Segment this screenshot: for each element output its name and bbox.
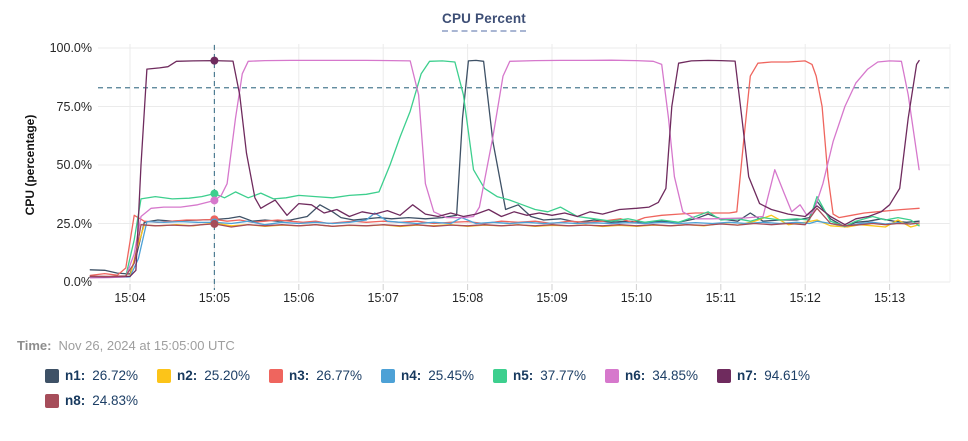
x-tick-label: 15:04 [114, 291, 146, 305]
y-tick-label: 50.0% [56, 158, 92, 172]
series-line-n4 [89, 212, 920, 278]
legend-label-n4: n4: [401, 368, 422, 383]
x-tick-label: 15:11 [705, 291, 736, 305]
legend-item-n8[interactable]: n8: 24.83% [45, 393, 157, 408]
legend-swatch-n6 [605, 368, 619, 383]
legend-item-n4[interactable]: n4: 25.45% [381, 368, 493, 383]
legend-value-n4: 25.45% [428, 368, 475, 383]
legend-row-2: n8: 24.83% [45, 393, 945, 408]
legend-item-n5[interactable]: n5: 37.77% [493, 368, 605, 383]
series-line-n6 [89, 59, 920, 279]
legend-item-n1[interactable]: n1: 26.72% [45, 368, 157, 383]
legend-swatch-n2 [157, 368, 171, 383]
legend-row-1: n1: 26.72% n2: 25.20% n3: 26.77% n4: 25.45% n5: 3… [45, 368, 945, 383]
cursor-dot-n5 [210, 189, 219, 198]
legend-label-n5: n5: [513, 368, 534, 383]
legend-label-n8: n8: [65, 393, 86, 408]
legend-swatch-n1 [45, 368, 59, 383]
chart-area: CPU (percentage) 100.0% 75.0% 50.0% 25.0% 0.… [0, 0, 968, 320]
legend-item-n2[interactable]: n2: 25.20% [157, 368, 269, 383]
x-tick-label: 15:12 [789, 291, 821, 305]
chart-canvas[interactable] [0, 0, 968, 320]
cursor-dot-n6 [210, 196, 219, 205]
cursor-time-row: Time: Nov 26, 2024 at 15:05:00 UTC [17, 338, 235, 353]
time-value: Nov 26, 2024 at 15:05:00 UTC [58, 338, 235, 353]
legend-item-n6[interactable]: n6: 34.85% [605, 368, 717, 383]
x-tick-label: 15:13 [873, 291, 906, 305]
legend-value-n8: 24.83% [92, 393, 139, 408]
legend-swatch-n3 [269, 368, 283, 383]
cursor-dot-n7 [210, 56, 219, 65]
y-tick-label: 100.0% [49, 41, 92, 55]
x-tick-label: 15:05 [198, 291, 231, 305]
title-row: CPU Percent [0, 10, 968, 32]
legend-value-n6: 34.85% [652, 368, 699, 383]
legend-value-n5: 37.77% [540, 368, 587, 383]
y-tick-label: 25.0% [56, 216, 92, 231]
legend-value-n7: 94.61% [764, 368, 811, 383]
series-line-n7 [89, 59, 920, 278]
y-tick-label: 75.0% [56, 99, 92, 114]
x-tick-label: 15:10 [620, 291, 653, 305]
x-tick-label: 15:06 [283, 291, 315, 305]
legend-label-n7: n7: [737, 368, 758, 383]
legend-swatch-n4 [381, 368, 395, 383]
legend-item-n7[interactable]: n7: 94.61% [717, 368, 829, 383]
legend-swatch-n5 [493, 368, 507, 383]
chart-title[interactable]: CPU Percent [442, 11, 526, 32]
x-tick-label: 15:07 [367, 291, 399, 305]
legend-item-n3[interactable]: n3: 26.77% [269, 368, 381, 383]
series-line-n5 [89, 60, 920, 278]
legend-label-n2: n2: [177, 368, 198, 383]
x-tick-label: 15:09 [536, 291, 568, 305]
legend-value-n3: 26.77% [316, 368, 363, 383]
legend-label-n1: n1: [65, 368, 86, 383]
legend-swatch-n8 [45, 393, 59, 408]
cursor-dot-n8 [210, 219, 219, 228]
legend-value-n1: 26.72% [92, 368, 139, 383]
legend-swatch-n7 [717, 368, 731, 383]
x-tick-label: 15:08 [451, 291, 484, 305]
legend-value-n2: 25.20% [204, 368, 251, 383]
legend: n1: 26.72% n2: 25.20% n3: 26.77% n4: 25.45% n5: 3… [45, 368, 945, 418]
time-label: Time: [17, 338, 52, 353]
y-tick-label: 0.0% [63, 275, 93, 289]
legend-label-n3: n3: [289, 368, 310, 383]
legend-label-n6: n6: [625, 368, 646, 383]
